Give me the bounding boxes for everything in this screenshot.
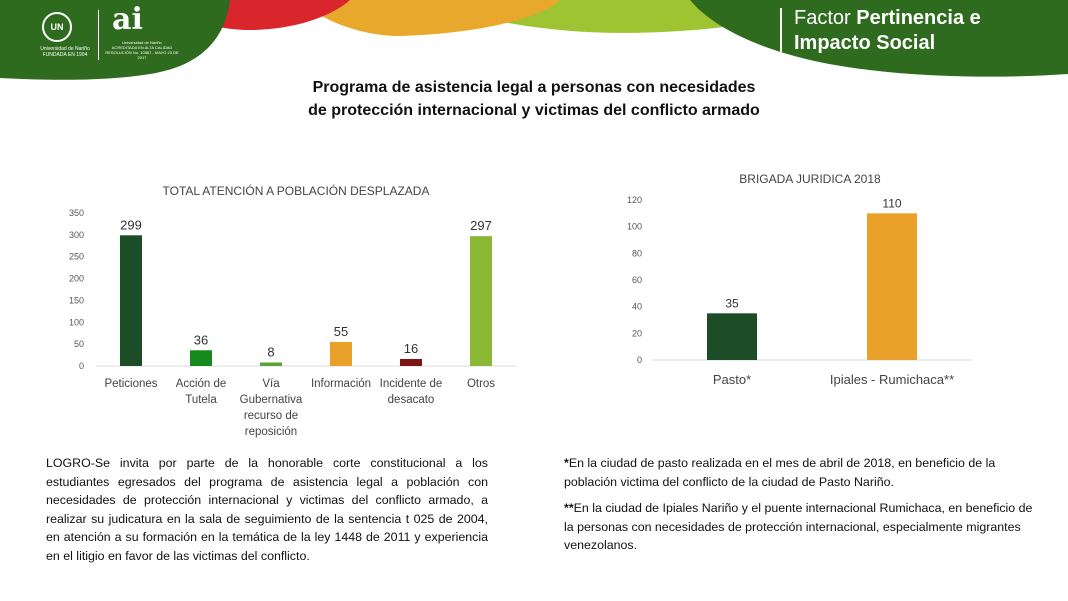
data-label: 110 — [882, 196, 901, 210]
y-tick-label: 300 — [69, 230, 84, 240]
ai-logo-sub: Universidad de Nariño — [122, 40, 162, 45]
logo-divider — [98, 10, 99, 60]
factor-bold-2: Impacto Social — [794, 32, 936, 54]
chart1-title: TOTAL ATENCIÓN A POBLACIÓN DESPLAZADA — [162, 184, 430, 198]
banner-orange-swoosh — [300, 0, 560, 36]
page-title-line-1: Programa de asistencia legal a personas … — [312, 79, 756, 96]
x-tick-label: Incidente de — [380, 378, 443, 390]
note-ipiales-mark: ** — [564, 501, 574, 515]
x-tick-label: Ipiales - Rumichaca** — [830, 372, 954, 387]
y-tick-label: 100 — [69, 317, 84, 327]
note-pasto-mark: * — [564, 456, 569, 470]
chart-brigada-juridica: 0 20 40 60 80 100 120 35 Pasto* 110 Ipiales - Rumi… — [627, 195, 972, 387]
x-tick-label: Gubernativa — [240, 394, 303, 406]
factor-bold-1: Pertinencia e — [856, 7, 981, 29]
ai-logo: ai — [112, 2, 143, 37]
y-tick-label: 250 — [69, 252, 84, 262]
data-label: 297 — [470, 218, 492, 233]
data-label: 16 — [404, 341, 418, 356]
factor-prefix: Factor — [794, 7, 851, 29]
university-seal-icon: UN — [42, 12, 72, 42]
bar — [707, 313, 757, 360]
y-tick-label: 100 — [627, 222, 642, 232]
y-tick-label: 200 — [69, 274, 84, 284]
y-tick-label: 50 — [74, 339, 84, 349]
y-tick-label: 20 — [632, 328, 642, 338]
x-tick-label: Acción de — [176, 378, 227, 390]
ai-logo-caption: ACREDITADA EN ALTA CALIDAD RESOLUCIÓN No… — [105, 45, 179, 60]
page-title: Programa de asistencia legal a personas … — [200, 76, 868, 122]
y-tick-label: 0 — [79, 361, 84, 371]
page-title-line-2: de protección internacional y victimas d… — [308, 102, 760, 119]
data-label: 299 — [120, 217, 142, 232]
chart-poblacion-desplazada: 0 50 100 150 200 250 300 350 299 Peticiones 36 Acci… — [69, 208, 516, 438]
x-tick-label: Pasto* — [713, 372, 751, 387]
bar — [190, 350, 212, 366]
chart2-title: BRIGADA JURIDICA 2018 — [739, 172, 881, 186]
banner-right-green — [690, 0, 1068, 77]
y-tick-label: 60 — [632, 275, 642, 285]
university-logo-text: Universidad de Nariño — [40, 46, 90, 52]
y-tick-label: 80 — [632, 248, 642, 258]
y-tick-label: 0 — [637, 355, 642, 365]
factor-divider — [780, 8, 782, 52]
data-label: 55 — [334, 324, 348, 339]
x-tick-label: Vía — [262, 378, 280, 390]
logro-paragraph: LOGRO-Se invita por parte de la honorabl… — [46, 456, 488, 563]
header-logos: UN Universidad de Nariño FUNDADA EN 1904… — [36, 2, 196, 64]
bar — [400, 359, 422, 366]
y-tick-label: 150 — [69, 295, 84, 305]
note-ipiales: **En la ciudad de Ipiales Nariño y el pu… — [564, 499, 1034, 555]
bar — [867, 213, 917, 360]
data-label: 36 — [194, 332, 208, 347]
x-tick-label: Otros — [467, 378, 495, 390]
data-label: 35 — [725, 296, 739, 310]
data-label: 8 — [267, 345, 274, 360]
factor-heading: Factor Pertinencia e Impacto Social — [780, 6, 1040, 58]
note-pasto-text: En la ciudad de pasto realizada en el me… — [564, 456, 996, 489]
x-tick-label: Peticiones — [104, 378, 157, 390]
x-tick-label: recurso de — [244, 410, 298, 422]
note-pasto: *En la ciudad de pasto realizada en el m… — [564, 454, 1034, 491]
x-tick-label: Tutela — [185, 394, 217, 406]
y-tick-label: 120 — [627, 195, 642, 205]
note-ipiales-text: En la ciudad de Ipiales Nariño y el puen… — [564, 501, 1033, 552]
x-tick-label: Información — [311, 378, 371, 390]
bar — [120, 235, 142, 366]
university-logo-subtext: FUNDADA EN 1904 — [42, 52, 88, 58]
x-tick-label: desacato — [388, 394, 435, 406]
bar — [330, 341, 352, 366]
y-tick-label: 350 — [69, 208, 84, 218]
y-tick-label: 40 — [632, 302, 642, 312]
x-tick-label: reposición — [245, 426, 297, 438]
bar — [260, 362, 282, 366]
bar — [470, 236, 492, 366]
